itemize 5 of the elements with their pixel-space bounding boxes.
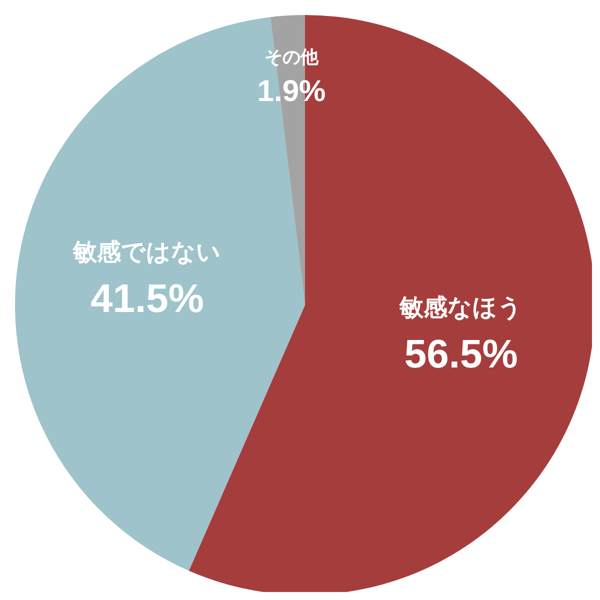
slice-label: 敏感ではない bbox=[72, 238, 222, 266]
data-label: 56.5% bbox=[404, 332, 518, 377]
data-label: 41.5% bbox=[90, 276, 204, 321]
slice-label: その他 bbox=[264, 47, 320, 68]
slice-label: 敏感なほう bbox=[398, 294, 523, 322]
